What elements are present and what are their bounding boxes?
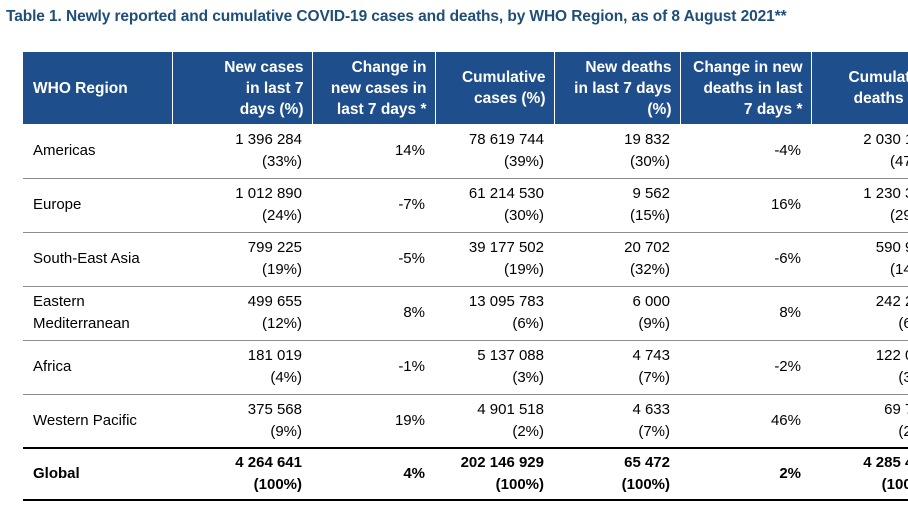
- region-cell: Africa: [33, 358, 72, 375]
- region-cell: Western Pacific: [33, 411, 137, 429]
- header-change-cases: Change in new cases in last 7 days *: [312, 52, 436, 124]
- table-row: Eastern Mediterranean 499 655 (12%) 8% 13 095…: [23, 286, 908, 340]
- header-new-deaths: New deaths in last 7 days (%): [554, 52, 681, 124]
- cumulative-cases-cell: 78 619 744 (39%): [468, 130, 544, 170]
- region-cell: Eastern Mediterranean: [33, 293, 130, 332]
- cumulative-deaths-cell: 4 285 421(100%): [863, 454, 908, 493]
- change-deaths-cell: 8%: [779, 304, 801, 321]
- region-cell: South-East Asia: [33, 250, 140, 267]
- header-cumulative-cases: Cumulative cases (%): [435, 52, 555, 124]
- change-deaths-cell: 2%: [779, 465, 801, 482]
- new-deaths-cell: 6 000 (9%): [632, 293, 670, 332]
- table-row: Americas 1 396 284 (33%) 14% 78 619 744 (39%)…: [23, 124, 908, 178]
- covid-table: WHO Region New cases in last 7 days (%) Ch…: [23, 52, 908, 501]
- change-cases-cell: 19%: [394, 411, 425, 429]
- new-cases-cell: 799 225 (19%): [247, 239, 302, 278]
- region-cell: Global: [33, 465, 80, 482]
- cumulative-cases-cell: 5 137 088 (3%): [477, 347, 544, 386]
- new-deaths-cell: 4 633 (7%): [632, 400, 670, 440]
- header-row: WHO Region New cases in last 7 days (%) Ch…: [23, 52, 908, 124]
- change-cases-cell: -1%: [398, 358, 425, 375]
- new-cases-cell: 181 019 (4%): [247, 347, 302, 386]
- cumulative-deaths-cell: 122 025(3%): [875, 347, 908, 386]
- header-who-region: WHO Region: [23, 52, 173, 124]
- table-row: Europe 1 012 890 (24%) -7% 61 214 530 (30%) 9 …: [23, 178, 908, 232]
- new-cases-cell: 4 264 641 (100%): [235, 454, 302, 493]
- header-change-deaths: Change in new deaths in last 7 days *: [680, 52, 812, 124]
- new-cases-cell: 1 012 890 (24%): [235, 185, 302, 224]
- table-title: Table 1. Newly reported and cumulative C…: [6, 8, 787, 25]
- change-cases-cell: 4%: [403, 465, 425, 482]
- change-deaths-cell: -4%: [774, 141, 801, 159]
- region-cell: Europe: [33, 196, 82, 213]
- new-deaths-cell: 65 472 (100%): [621, 454, 670, 493]
- table-row: Africa 181 019 (4%) -1% 5 137 088 (3%) 4 743 (7…: [23, 340, 908, 394]
- header-cumulative-deaths: Cumulativedeaths (%): [811, 52, 908, 124]
- change-cases-cell: 14%: [394, 141, 425, 159]
- new-deaths-cell: 19 832 (30%): [624, 130, 670, 170]
- cumulative-deaths-cell: 69 722(2%): [884, 400, 908, 440]
- header-new-cases: New cases in last 7 days (%): [172, 52, 313, 124]
- table-row: South-East Asia 799 225 (19%) -5% 39 177 502…: [23, 232, 908, 286]
- change-deaths-cell: -2%: [774, 358, 801, 375]
- new-deaths-cell: 20 702 (32%): [624, 239, 670, 278]
- cumulative-cases-cell: 13 095 783 (6%): [468, 293, 544, 332]
- change-deaths-cell: 46%: [770, 411, 801, 429]
- table-row: Western Pacific 375 568 (9%) 19% 4 901 518 (2…: [23, 394, 908, 448]
- cumulative-deaths-cell: 242 229(6%): [875, 293, 908, 332]
- global-total-row: Global 4 264 641 (100%) 4% 202 146 929 (100%)…: [23, 448, 908, 500]
- cumulative-deaths-cell: 2 030 101(47%): [863, 130, 908, 170]
- cumulative-cases-cell: 39 177 502 (19%): [468, 239, 544, 278]
- new-deaths-cell: 4 743 (7%): [632, 347, 670, 386]
- change-cases-cell: 8%: [403, 304, 425, 321]
- cumulative-deaths-cell: 1 230 343(29%): [863, 185, 908, 224]
- new-cases-cell: 1 396 284 (33%): [235, 130, 302, 170]
- change-cases-cell: -7%: [398, 196, 425, 213]
- cumulative-cases-cell: 4 901 518 (2%): [477, 400, 544, 440]
- cumulative-cases-cell: 202 146 929 (100%): [460, 454, 544, 493]
- cumulative-cases-cell: 61 214 530 (30%): [468, 185, 544, 224]
- region-cell: Americas: [33, 141, 96, 159]
- new-cases-cell: 499 655 (12%): [247, 293, 302, 332]
- change-deaths-cell: 16%: [770, 196, 801, 213]
- change-deaths-cell: -6%: [774, 250, 801, 267]
- new-deaths-cell: 9 562 (15%): [629, 185, 670, 224]
- cumulative-deaths-cell: 590 988(14%): [875, 239, 908, 278]
- new-cases-cell: 375 568 (9%): [247, 400, 302, 440]
- change-cases-cell: -5%: [398, 250, 425, 267]
